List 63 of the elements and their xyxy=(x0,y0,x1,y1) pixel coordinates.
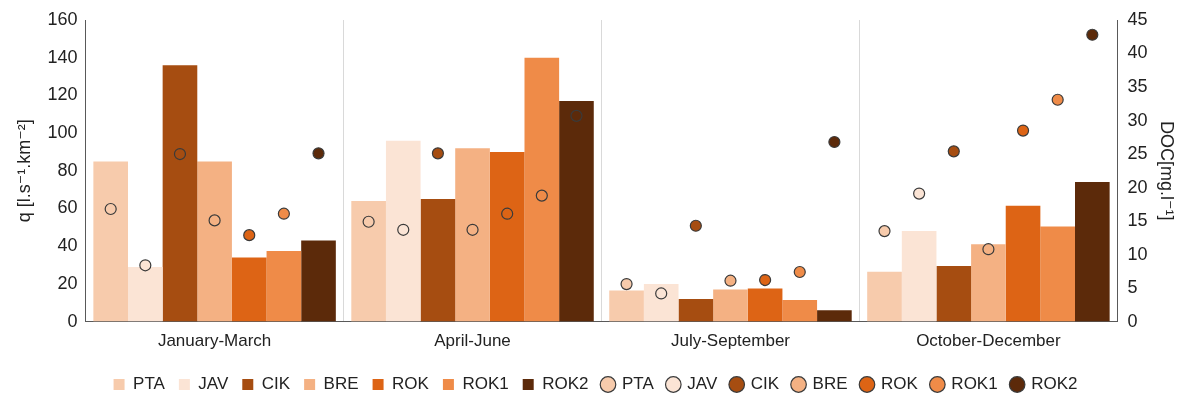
bar xyxy=(936,265,972,322)
legend-label: ROK xyxy=(881,374,919,394)
bar xyxy=(351,200,386,322)
bar xyxy=(559,101,594,322)
legend-label: ROK xyxy=(392,374,430,394)
y2-tick-label: 45 xyxy=(1127,8,1148,29)
bar xyxy=(489,151,525,322)
y2-tick-label: 30 xyxy=(1127,109,1148,130)
bar xyxy=(455,148,490,322)
legend-label: ROK1 xyxy=(951,374,998,394)
y-tick-label: 140 xyxy=(47,46,78,67)
x-tick-label: July-September xyxy=(670,331,791,351)
bar xyxy=(643,283,679,322)
bar xyxy=(524,57,560,322)
legend-label: CIK xyxy=(261,374,291,394)
bar xyxy=(1005,205,1041,322)
bar xyxy=(782,299,818,322)
y2-tick-label: 10 xyxy=(1127,243,1148,264)
y-tick-label: 0 xyxy=(67,310,78,331)
bar xyxy=(901,231,937,322)
y2-tick-label: 25 xyxy=(1127,143,1148,164)
x-tick-label: October-December xyxy=(916,331,1062,351)
legend-label: BRE xyxy=(323,374,359,394)
x-tick-label: January-March xyxy=(157,331,272,351)
y-tick-label: 60 xyxy=(57,197,78,218)
bar xyxy=(301,240,336,322)
bar xyxy=(266,250,302,322)
y2-tick-label: 35 xyxy=(1127,75,1148,96)
y2-tick-label: 20 xyxy=(1127,176,1148,197)
bar xyxy=(231,257,267,322)
legend-label: PTA xyxy=(622,374,655,394)
y2-tick-label: 5 xyxy=(1127,277,1138,298)
y-tick-label: 100 xyxy=(47,122,78,143)
y-tick-label: 120 xyxy=(47,84,78,105)
bar xyxy=(867,271,902,322)
bar xyxy=(817,310,852,322)
bar xyxy=(678,298,714,322)
legend-label: BRE xyxy=(812,374,848,394)
y-tick-label: 40 xyxy=(57,235,78,256)
y-tick-label: 80 xyxy=(57,159,78,180)
bar xyxy=(1075,182,1110,322)
y-tick-label: 160 xyxy=(47,8,78,29)
legend-label: JAV xyxy=(198,374,229,394)
bar xyxy=(162,65,198,322)
legend-label: ROK1 xyxy=(462,374,509,394)
bar xyxy=(197,161,232,322)
y2-axis-title: DOC[mg.l⁻¹] xyxy=(1157,121,1178,221)
bar xyxy=(1040,226,1075,322)
y2-tick-label: 0 xyxy=(1127,310,1138,331)
y-tick-label: 20 xyxy=(57,272,78,293)
legend-label: ROK2 xyxy=(542,374,589,394)
bar xyxy=(385,140,421,322)
y2-tick-label: 15 xyxy=(1127,210,1148,231)
bar xyxy=(420,199,456,322)
bar xyxy=(971,244,1006,322)
legend-label: PTA xyxy=(133,374,166,394)
legend-label: ROK2 xyxy=(1031,374,1078,394)
bar xyxy=(93,161,129,322)
legend-label: JAV xyxy=(687,374,718,394)
x-tick-label: April-June xyxy=(434,331,511,351)
legend-label: CIK xyxy=(750,374,780,394)
y2-tick-label: 40 xyxy=(1127,42,1148,63)
y-axis-title: q [l.s⁻¹.km⁻²] xyxy=(13,119,34,223)
